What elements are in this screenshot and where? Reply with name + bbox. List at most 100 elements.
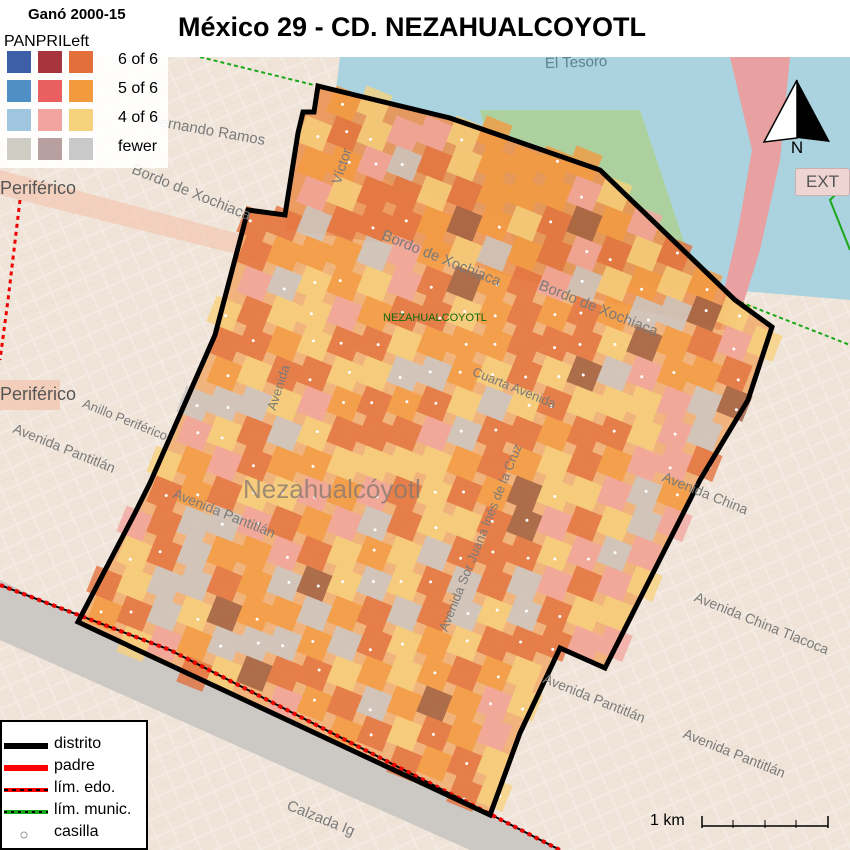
booth-marker <box>438 316 442 320</box>
booth-marker <box>248 219 252 223</box>
booth-marker <box>252 491 256 495</box>
booth-marker <box>368 648 372 652</box>
booth-marker <box>312 698 316 702</box>
section-cell <box>266 535 303 572</box>
section-cell <box>356 565 393 602</box>
booth-marker <box>612 429 616 433</box>
section-cell <box>506 205 543 242</box>
section-cell <box>596 445 633 482</box>
section-cell <box>236 385 273 422</box>
booth-marker <box>158 550 162 554</box>
section-cell <box>686 295 723 332</box>
booth-marker <box>553 495 557 499</box>
north-label: N <box>791 138 803 156</box>
booth-marker <box>463 310 467 314</box>
booth-marker <box>557 375 561 379</box>
section-cell <box>356 175 393 212</box>
section-cell <box>416 685 453 722</box>
booth-marker <box>309 312 313 316</box>
party-headers: PANPRILeft <box>4 33 89 51</box>
section-cell <box>176 535 213 572</box>
section-cell <box>386 475 423 512</box>
legend-row-casilla: casilla <box>2 822 150 844</box>
booth-marker <box>308 378 312 382</box>
section-cell <box>176 505 213 542</box>
section-cell <box>416 415 453 452</box>
legend-label-edo: lím. edo. <box>54 779 116 796</box>
section-cell <box>236 505 273 542</box>
section-cell <box>626 205 663 242</box>
section-cell <box>686 325 723 362</box>
booth-marker <box>369 733 373 737</box>
section-cell <box>596 565 633 602</box>
section-cell <box>506 505 543 542</box>
booth-marker <box>311 640 315 644</box>
booth-marker <box>315 430 319 434</box>
booth-marker <box>675 251 679 255</box>
section-cell <box>596 505 633 542</box>
section-cell <box>566 445 603 482</box>
booth-marker <box>339 341 343 345</box>
section-cell <box>296 655 333 692</box>
section-cell <box>566 205 603 242</box>
section-cell <box>176 385 213 422</box>
section-cell <box>266 325 303 362</box>
booth-marker <box>340 102 344 106</box>
booth-marker <box>458 370 462 374</box>
section-cell <box>626 445 663 482</box>
section-cell <box>476 595 513 632</box>
booth-marker <box>672 370 676 374</box>
party-header-pri: PRI <box>35 33 63 50</box>
section-cell <box>296 565 333 602</box>
booth-marker-sample <box>20 831 28 839</box>
booth-marker <box>311 464 315 468</box>
section-cell <box>236 535 273 572</box>
section-cell <box>446 265 483 302</box>
section-cell <box>506 235 543 272</box>
swatch-pan-0 <box>6 50 32 74</box>
booth-marker <box>128 557 132 561</box>
booth-marker <box>494 428 498 432</box>
booth-marker <box>495 608 499 612</box>
booth-marker <box>580 195 584 199</box>
west-state-boundary <box>0 199 22 361</box>
booth-marker <box>164 493 168 497</box>
section-cell <box>296 115 333 152</box>
booth-marker <box>428 370 432 374</box>
section-cell <box>536 475 573 512</box>
place-label-periferico: Periférico <box>0 178 77 198</box>
section-cell <box>296 385 333 422</box>
booth-marker <box>460 138 464 142</box>
section-cell <box>386 685 423 722</box>
section-cell <box>536 145 573 182</box>
section-cell <box>446 355 483 392</box>
section-cell <box>626 535 663 572</box>
legend-label-distrito: distrito <box>54 735 102 752</box>
section-cell <box>416 355 453 392</box>
section-cell <box>296 475 333 512</box>
booth-marker <box>553 346 557 350</box>
section-cell <box>566 475 603 512</box>
booth-marker <box>433 671 437 675</box>
section-cell <box>176 475 213 512</box>
section-cell <box>206 625 243 662</box>
section-cell <box>446 325 483 362</box>
booth-marker <box>371 226 375 230</box>
section-cell <box>446 685 483 722</box>
section-cell <box>386 325 423 362</box>
booth-marker <box>220 436 224 440</box>
section-cell <box>416 145 453 182</box>
section-cell <box>416 445 453 482</box>
booth-marker <box>551 647 555 651</box>
section-cell <box>506 625 543 662</box>
legend-row-edo: lím. edo. <box>2 778 150 800</box>
level-label-6: 6 of 6 <box>118 51 159 68</box>
north-arrow-icon: N <box>762 79 830 156</box>
section-cell <box>236 235 273 272</box>
swatch-left-3 <box>68 137 94 161</box>
section-cell <box>596 205 633 242</box>
swatch-left-0 <box>68 50 94 74</box>
section-cell <box>596 235 633 272</box>
west-road <box>0 380 60 410</box>
section-cell <box>446 145 483 182</box>
